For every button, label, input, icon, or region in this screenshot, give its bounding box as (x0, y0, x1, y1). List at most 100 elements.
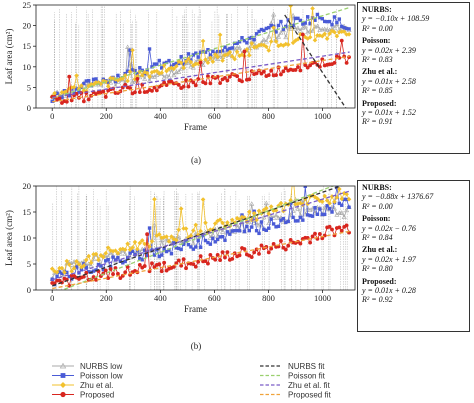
data-point (239, 52, 245, 57)
data-point (104, 259, 108, 263)
data-point (288, 26, 294, 31)
data-point (324, 36, 330, 42)
data-point (174, 237, 179, 243)
data-point (125, 241, 130, 246)
data-point (217, 53, 223, 59)
equation-proposed-b: Proposed: y = 0.01x + 0.28 R² = 0.92 (362, 277, 465, 305)
data-point (230, 46, 234, 50)
data-point (193, 222, 199, 228)
equation-zhu-a: Zhu et al.: y = 0.01x + 2.58 R² = 0.85 (362, 67, 465, 95)
data-point (108, 267, 113, 271)
data-point (93, 251, 99, 257)
data-point (137, 240, 143, 246)
legend-label: Zhu et al. (80, 381, 113, 390)
data-point (206, 261, 210, 266)
data-point (57, 96, 62, 101)
data-point (310, 16, 315, 20)
data-point (94, 77, 98, 81)
data-point (225, 230, 230, 234)
data-point (160, 253, 164, 257)
data-point (195, 232, 201, 238)
data-point (191, 80, 196, 85)
data-point (308, 240, 313, 245)
data-point (82, 81, 86, 86)
data-point (288, 212, 294, 218)
data-point (149, 69, 155, 75)
data-point (320, 17, 324, 21)
data-point (339, 29, 345, 34)
equation-formula: y = 0.01x + 0.28 (362, 286, 416, 296)
data-point (121, 261, 125, 265)
data-point (300, 32, 305, 37)
data-point (189, 245, 193, 249)
data-point (125, 78, 130, 84)
legend-label: Poisson low (80, 372, 123, 381)
data-point (310, 28, 316, 34)
data-point (159, 237, 165, 243)
data-point (245, 41, 249, 45)
equation-name: NURBS: (362, 183, 392, 192)
data-point (91, 269, 96, 273)
data-point (339, 196, 345, 202)
data-point (164, 73, 170, 78)
data-point (183, 226, 189, 231)
x-tick-label: 200 (100, 111, 113, 121)
data-point (279, 218, 283, 222)
data-point (150, 261, 154, 266)
data-point (81, 263, 87, 269)
data-point (184, 266, 188, 271)
data-point (116, 256, 120, 260)
data-point (101, 254, 106, 260)
data-point (271, 222, 276, 226)
fit-line-nurbs-fit (52, 186, 343, 287)
data-point (223, 76, 227, 80)
equation-formula: y = 0.02x − 0.76 (362, 223, 416, 233)
data-point (135, 76, 140, 81)
data-point (178, 60, 184, 65)
equation-r2: R² = 0.92 (362, 295, 393, 305)
data-point (220, 49, 225, 53)
data-point (52, 269, 57, 274)
data-point (337, 55, 342, 60)
data-point (154, 88, 159, 93)
data-point (91, 77, 96, 82)
data-point (198, 228, 203, 234)
data-point (317, 232, 322, 236)
data-point (341, 190, 347, 196)
data-point (335, 20, 339, 25)
data-point (59, 265, 65, 271)
legend-label: Proposed fit (288, 391, 331, 400)
data-point (227, 74, 232, 79)
data-point (220, 250, 225, 255)
data-point (203, 81, 208, 86)
data-point (159, 269, 164, 274)
data-point (123, 259, 127, 264)
data-point (157, 262, 162, 267)
data-point (264, 44, 269, 50)
data-point (195, 61, 201, 67)
data-point (259, 220, 264, 224)
data-point (296, 219, 300, 223)
data-point (186, 52, 191, 56)
data-point (281, 216, 286, 221)
panel-label: (b) (191, 341, 202, 351)
equation-r2: R² = 0.84 (362, 233, 393, 243)
equation-nurbs-a: NURBS: y = −0.10x + 108.59 R² = 0.00 (362, 5, 465, 33)
x-tick-label: 1000 (314, 293, 331, 303)
data-point (164, 83, 169, 87)
data-point (268, 39, 274, 44)
data-point (113, 258, 118, 262)
data-point (215, 75, 220, 79)
data-point (286, 219, 290, 224)
data-point (237, 44, 243, 50)
data-point (344, 207, 350, 213)
data-point (162, 80, 167, 85)
data-point (71, 84, 77, 90)
data-point (225, 78, 230, 83)
data-point (176, 227, 182, 233)
data-point (137, 262, 142, 267)
legend-label: NURBS fit (288, 362, 325, 371)
data-point (296, 16, 300, 21)
data-point (293, 68, 298, 72)
data-point (55, 274, 59, 279)
